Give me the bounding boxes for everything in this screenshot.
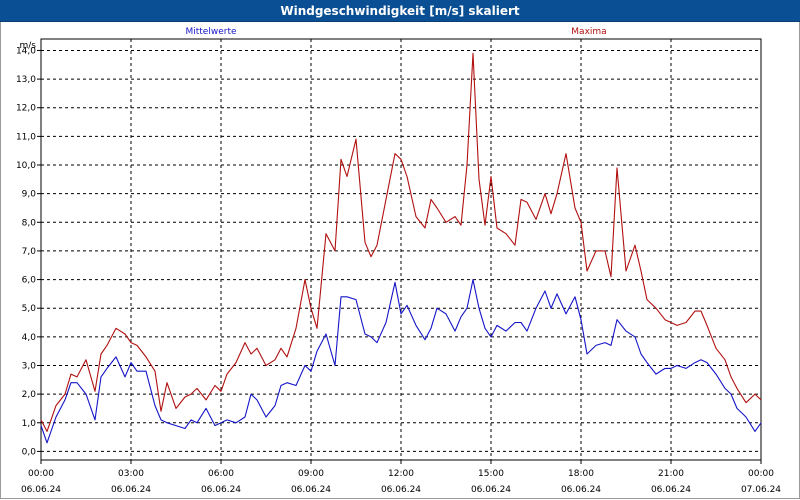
- x-tick-date-label: 07.06.24: [741, 485, 781, 495]
- chart-title: Windgeschwindigkeit [m/s] skaliert: [0, 0, 800, 22]
- y-tick-label: 9,0: [22, 190, 37, 200]
- x-tick-time-label: 09:00: [298, 469, 324, 479]
- y-tick-label: 1,0: [22, 419, 37, 429]
- x-tick-time-label: 18:00: [568, 469, 594, 479]
- x-tick-date-label: 06.06.24: [381, 485, 421, 495]
- x-tick-time-label: 06:00: [208, 469, 234, 479]
- y-tick-label: 11,0: [16, 132, 36, 142]
- y-tick-label: 14,0: [16, 46, 36, 56]
- series-line-maxima: [40, 52, 762, 432]
- x-tick-date-label: 06.06.24: [651, 485, 691, 495]
- y-axis: 0,0 1,0 2,0 3,0 4,0 5,0 6,0 7,0 8,0 9,0 10,0 11,0 12…: [16, 41, 41, 457]
- x-tick-date-label: 06.06.24: [561, 485, 601, 495]
- y-tick-label: 13,0: [16, 75, 36, 85]
- series-line-mittelwerte: [40, 279, 762, 444]
- y-tick-label: 7,0: [22, 247, 37, 257]
- x-tick-date-label: 06.06.24: [21, 485, 61, 495]
- x-tick-date-label: 06.06.24: [111, 485, 151, 495]
- y-tick-label: 5,0: [22, 304, 37, 314]
- x-tick-time-label: 00:00: [748, 469, 774, 479]
- y-tick-label: 0,0: [22, 447, 37, 457]
- x-axis: 00:00 06.06.24 03:00 06.06.24 06:00 06.06.24 0…: [21, 460, 781, 495]
- x-tick-time-label: 12:00: [388, 469, 414, 479]
- y-tick-label: 4,0: [22, 333, 37, 343]
- legend-entry-maxima: Maxima: [571, 27, 606, 37]
- y-tick-label: 12,0: [16, 104, 36, 114]
- x-tick-time-label: 21:00: [658, 469, 684, 479]
- x-tick-time-label: 15:00: [478, 469, 504, 479]
- chart-frame: 0,0 1,0 2,0 3,0 4,0 5,0 6,0 7,0 8,0 9,0 10,0 11,0 12…: [0, 22, 800, 499]
- y-tick-label: 10,0: [16, 161, 36, 171]
- x-tick-date-label: 06.06.24: [471, 485, 511, 495]
- legend: Mittelwerte Maxima: [185, 27, 606, 37]
- y-axis-label: m/s: [20, 41, 37, 51]
- x-tick-date-label: 06.06.24: [291, 485, 331, 495]
- y-tick-label: 2,0: [22, 390, 37, 400]
- x-tick-time-label: 03:00: [118, 469, 144, 479]
- y-tick-label: 3,0: [22, 361, 37, 371]
- y-tick-label: 6,0: [22, 276, 37, 286]
- y-tick-label: 8,0: [22, 218, 37, 228]
- x-tick-time-label: 00:00: [28, 469, 54, 479]
- legend-entry-mittelwerte: Mittelwerte: [185, 27, 236, 37]
- x-tick-date-label: 06.06.24: [201, 485, 241, 495]
- grid: [40, 38, 762, 461]
- wind-speed-chart: 0,0 1,0 2,0 3,0 4,0 5,0 6,0 7,0 8,0 9,0 10,0 11,0 12…: [16, 27, 781, 495]
- series-lines: [40, 52, 762, 444]
